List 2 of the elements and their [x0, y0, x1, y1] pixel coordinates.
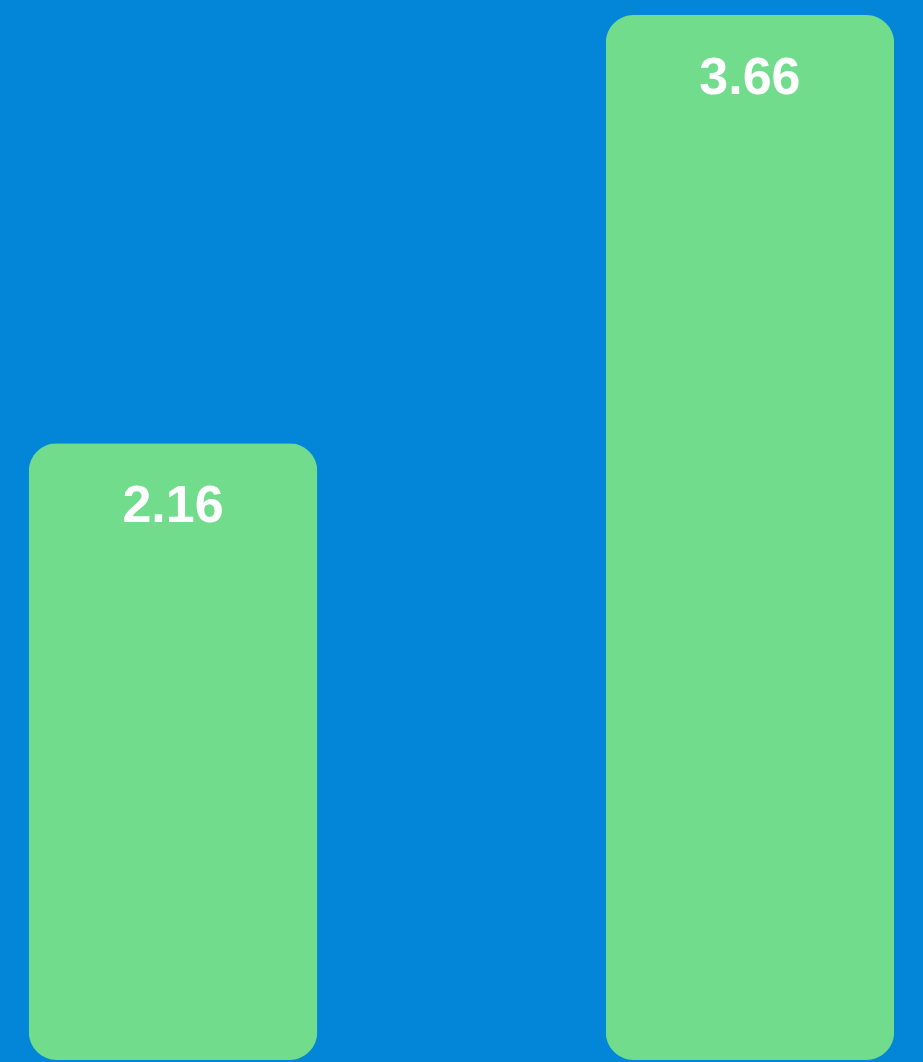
data-label: 2.16: [122, 475, 224, 534]
data-label: 3.66: [699, 47, 801, 105]
